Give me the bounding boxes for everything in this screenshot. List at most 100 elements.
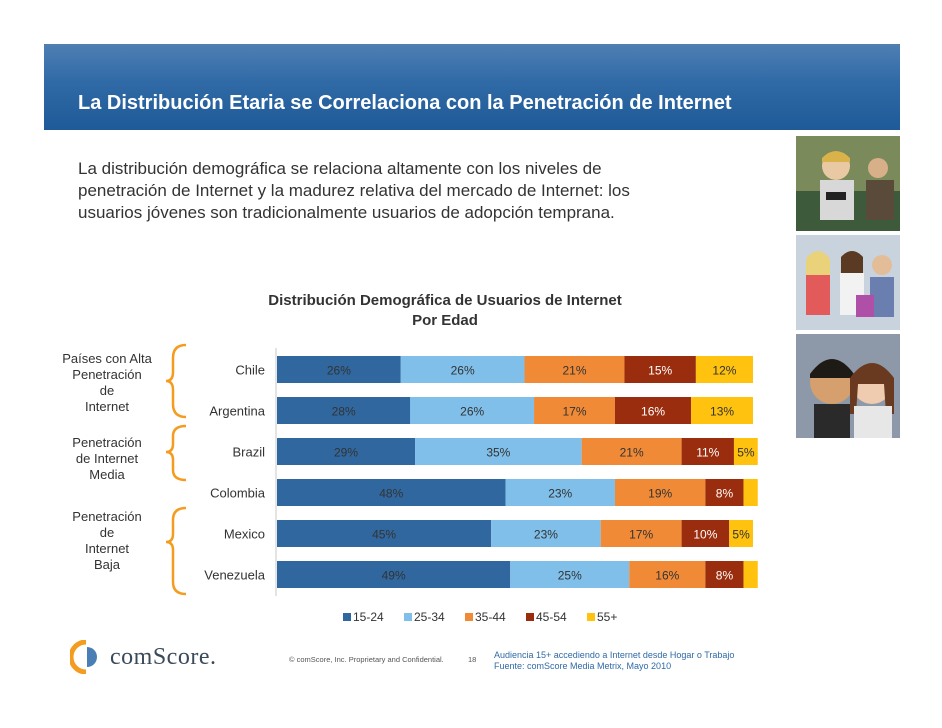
photo-strip	[796, 136, 900, 442]
bar-segment	[534, 397, 615, 424]
bar-segment	[510, 561, 630, 588]
data-label: 12%	[712, 364, 736, 378]
group-label-low: Penetración de Internet Baja	[52, 509, 162, 573]
group-bracket-high	[165, 343, 187, 419]
category-label: Chile	[235, 363, 265, 378]
legend-swatch	[587, 613, 595, 621]
bar-segment	[524, 356, 625, 383]
chart-title: Distribución Demográfica de Usuarios de …	[220, 291, 670, 331]
group-label-line: Internet	[84, 399, 130, 414]
bar-segment	[681, 520, 730, 547]
category-label: Mexico	[224, 527, 265, 542]
copyright: © comScore, Inc. Proprietary and Confide…	[289, 655, 444, 664]
title-banner: La Distribución Etaria se Correlaciona c…	[44, 44, 900, 130]
legend-label: 25-34	[414, 610, 445, 624]
intro-text: La distribución demográfica se relaciona…	[78, 158, 778, 224]
category-label: Colombia	[210, 486, 266, 501]
group-label-line: Internet	[84, 541, 130, 556]
data-label: 11%	[696, 446, 719, 460]
source-note-line: Fuente: comScore Media Metrix, Mayo 2010	[494, 661, 672, 671]
group-label-line: Países con Alta	[62, 351, 152, 366]
data-label: 16%	[655, 569, 679, 583]
bar-segment	[629, 561, 706, 588]
data-label: 15%	[648, 364, 672, 378]
bar-segment	[614, 397, 692, 424]
bar-segment	[691, 397, 753, 424]
bar-segment	[277, 561, 511, 588]
data-label: 8%	[716, 487, 734, 501]
bar-segment	[415, 438, 582, 465]
bar-segment	[600, 520, 682, 547]
bar-segment	[410, 397, 535, 424]
bar-segment	[277, 520, 492, 547]
legend-label: 55+	[597, 610, 617, 624]
data-label: 5%	[732, 528, 750, 542]
bar-segment	[681, 438, 734, 465]
bar-segment	[505, 479, 615, 506]
bar-segment	[581, 438, 682, 465]
data-label: 48%	[379, 487, 403, 501]
bar-segment	[277, 479, 506, 506]
bar-segment	[705, 561, 744, 588]
bar-segment	[614, 479, 706, 506]
friends-photo	[796, 334, 900, 438]
bar-segment	[277, 438, 416, 465]
legend-swatch	[404, 613, 412, 621]
bar-segment	[743, 479, 758, 506]
data-label: 26%	[451, 364, 475, 378]
data-label: 26%	[460, 405, 484, 419]
brand-name: comScore.	[110, 644, 217, 670]
data-label: 13%	[710, 405, 734, 419]
data-label: 10%	[693, 528, 717, 542]
group-bracket-medium	[165, 424, 187, 482]
data-label: 23%	[548, 487, 572, 501]
source-note: Audiencia 15+ accediendo a Internet desd…	[494, 650, 734, 672]
group-label-line: de Internet	[75, 451, 139, 466]
data-label: 28%	[332, 405, 356, 419]
bar-segment	[743, 561, 758, 588]
group-label-line: Media	[89, 467, 125, 482]
bar-segment	[733, 438, 758, 465]
shoppers-photo	[796, 235, 900, 330]
group-label-line: Penetración	[72, 367, 142, 382]
group-label-medium: Penetración de Internet Media	[52, 435, 162, 483]
data-label: 8%	[716, 569, 734, 583]
data-label: 49%	[382, 569, 406, 583]
slide-title: La Distribución Etaria se Correlaciona c…	[78, 92, 732, 114]
data-label: 17%	[629, 528, 653, 542]
legend-swatch	[465, 613, 473, 621]
legend-label: 35-44	[475, 610, 506, 624]
legend-label: 45-54	[536, 610, 567, 624]
bar-segment	[624, 356, 696, 383]
legend-label: 15-24	[353, 610, 384, 624]
intro-line: penetración de Internet y la madurez rel…	[78, 181, 630, 200]
data-label: 23%	[534, 528, 558, 542]
category-label: Argentina	[209, 404, 265, 419]
group-label-high: Países con Alta Penetración de Internet	[52, 351, 162, 415]
category-label: Brazil	[232, 445, 265, 460]
comscore-logo-icon	[70, 640, 97, 674]
group-label-line: Baja	[93, 557, 121, 572]
page-number: 18	[468, 655, 477, 664]
source-note-line: Audiencia 15+ accediendo a Internet desd…	[494, 650, 735, 660]
data-label: 17%	[562, 405, 586, 419]
group-bracket-low	[165, 506, 187, 596]
data-label: 21%	[620, 446, 644, 460]
data-label: 26%	[327, 364, 351, 378]
bar-segment	[695, 356, 753, 383]
data-label: 21%	[562, 364, 586, 378]
group-label-line: de	[99, 383, 115, 398]
intro-line: usuarios jóvenes son tradicionalmente us…	[78, 203, 615, 222]
data-label: 16%	[641, 405, 665, 419]
group-label-line: Penetración	[72, 509, 142, 524]
data-label: 5%	[737, 446, 755, 460]
data-label: 19%	[648, 487, 672, 501]
bar-segment	[729, 520, 753, 547]
legend-swatch	[526, 613, 534, 621]
data-label: 35%	[486, 446, 510, 460]
bar-segment	[277, 356, 401, 383]
data-label: 45%	[372, 528, 396, 542]
data-label: 25%	[558, 569, 582, 583]
chart-title-line: Por Edad	[412, 312, 478, 329]
